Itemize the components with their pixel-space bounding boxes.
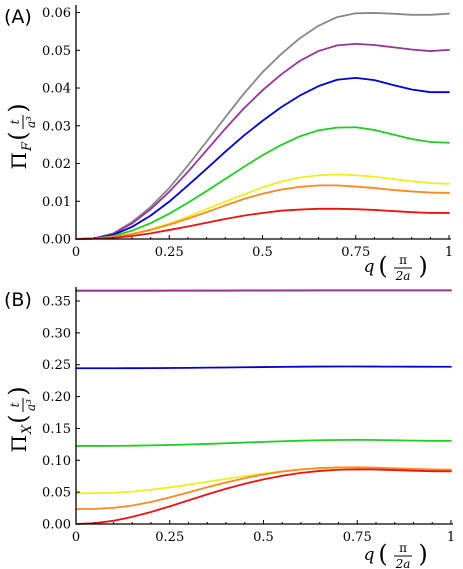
series-line-5 xyxy=(75,173,450,240)
y-tick-label: 0.00 xyxy=(42,518,71,533)
series-group xyxy=(75,289,452,525)
x-tick-label: 0.25 xyxy=(155,530,184,545)
series-line-3 xyxy=(75,76,450,240)
x-tick-label: 0 xyxy=(72,530,80,545)
y-tick-label: 0.05 xyxy=(42,486,71,501)
svg-text:t: t xyxy=(8,402,22,407)
series-line-6 xyxy=(75,184,450,240)
x-axis-label: q( π 2a) xyxy=(364,540,428,569)
svg-text:a³: a³ xyxy=(24,116,38,128)
svg-text:Π: Π xyxy=(7,152,31,169)
x-tick-label: 1 xyxy=(445,245,453,260)
series-line-7 xyxy=(75,468,452,525)
svg-text:q: q xyxy=(364,545,375,565)
svg-text:): ) xyxy=(418,252,427,280)
y-tick-label: 0.15 xyxy=(42,422,71,437)
y-tick-label: 0.06 xyxy=(42,6,71,21)
y-axis-label: ΠX( t a³) xyxy=(4,386,38,452)
x-tick-label: 0.75 xyxy=(343,530,372,545)
series-line-5 xyxy=(75,466,452,495)
series-group xyxy=(75,12,450,240)
y-tick-label: 0.35 xyxy=(42,295,71,310)
y-tick-label: 0.04 xyxy=(42,82,71,97)
x-tick-label: 0 xyxy=(72,245,80,260)
y-tick-label: 0.25 xyxy=(42,358,71,373)
y-tick-label: 0.30 xyxy=(42,326,71,341)
x-tick-label: 0.5 xyxy=(252,245,273,260)
series-line-3 xyxy=(75,365,452,370)
series-line-4 xyxy=(75,439,452,447)
panel-a: 0 0.25 0.5 0.75 1 0.00 0.01 0.02 0.03 0.04 0.05 0.0… xyxy=(4,5,453,283)
x-tick-label: 0.5 xyxy=(253,530,274,545)
y-tick-label: 0.10 xyxy=(42,454,71,469)
svg-text:X: X xyxy=(20,424,35,435)
x-tick-label: 0.25 xyxy=(155,245,184,260)
series-line-4 xyxy=(75,126,450,240)
svg-text:): ) xyxy=(4,103,32,112)
svg-text:t: t xyxy=(8,119,22,124)
svg-text:(: ( xyxy=(4,131,32,140)
series-line-7 xyxy=(75,207,450,240)
series-line-1 xyxy=(75,12,450,240)
x-tick-label: 1 xyxy=(447,530,455,545)
svg-text:(: ( xyxy=(4,414,32,423)
y-tick-label: 0.20 xyxy=(42,390,71,405)
y-tick-label: 0.01 xyxy=(42,195,71,210)
y-tick-label: 0.03 xyxy=(42,119,71,134)
panel-label: (A) xyxy=(4,6,32,28)
panel-b: 0 0.25 0.5 0.75 1 0.00 0.05 0.10 0.15 0.20 0.25 0.3… xyxy=(4,287,455,569)
svg-text:2a: 2a xyxy=(395,557,411,569)
x-axis-label: q( π 2a) xyxy=(364,252,428,283)
y-axis-label: ΠF( t a³) xyxy=(4,103,38,169)
svg-text:(: ( xyxy=(378,252,387,280)
svg-text:π: π xyxy=(399,253,407,267)
svg-text:(: ( xyxy=(378,540,387,568)
svg-text:): ) xyxy=(418,540,427,568)
svg-text:q: q xyxy=(364,257,375,277)
series-line-2 xyxy=(75,42,450,240)
svg-text:a³: a³ xyxy=(24,399,38,411)
svg-text:π: π xyxy=(399,541,407,555)
y-tick-label: 0.05 xyxy=(42,44,71,59)
svg-text:2a: 2a xyxy=(395,269,411,283)
y-tick-label: 0.00 xyxy=(42,233,71,248)
svg-text:): ) xyxy=(4,386,32,395)
panel-label: (B) xyxy=(4,289,32,311)
svg-text:Π: Π xyxy=(7,435,31,452)
series-line-6 xyxy=(75,466,452,510)
x-tick-label: 0.75 xyxy=(341,245,370,260)
svg-text:F: F xyxy=(20,141,35,152)
y-tick-label: 0.02 xyxy=(42,157,71,172)
